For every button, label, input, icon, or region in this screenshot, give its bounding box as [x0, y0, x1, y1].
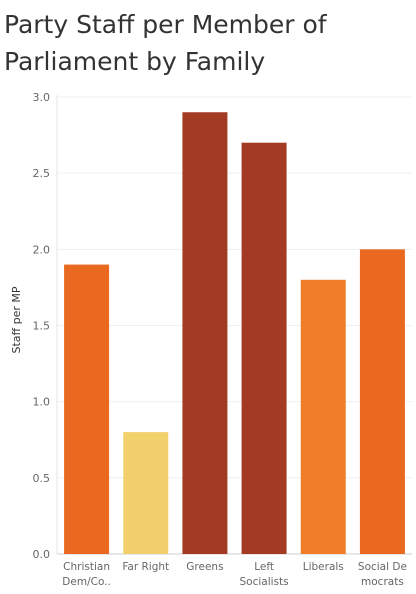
y-axis-label: Staff per MP — [10, 286, 23, 353]
y-tick-label: 1.5 — [33, 320, 51, 333]
x-tick-label: Dem/Co.. — [62, 576, 111, 588]
bar[interactable] — [182, 112, 228, 554]
y-tick-label: 2.5 — [33, 167, 51, 180]
x-tick-label: Greens — [186, 561, 223, 573]
x-tick-label: Social De — [358, 561, 407, 573]
y-tick-label: 1.0 — [33, 396, 51, 409]
x-tick-label: Christian — [63, 561, 110, 573]
bar[interactable] — [64, 264, 110, 554]
bar[interactable] — [359, 249, 405, 555]
y-tick-label: 3.0 — [33, 91, 51, 104]
chart-title: Party Staff per Member of Parliament by … — [4, 6, 412, 80]
y-tick-label: 0.0 — [33, 548, 51, 561]
bar[interactable] — [123, 432, 169, 554]
chart-title-line-1: Party Staff per Member of — [4, 10, 327, 39]
x-tick-label: Socialists — [240, 576, 289, 588]
x-tick-labels: Christian Dem/Co.. Far Right Greens Left Soci… — [62, 561, 407, 588]
x-tick-label: Far Right — [122, 561, 169, 573]
y-tick-label: 2.0 — [33, 243, 51, 256]
bar[interactable] — [300, 279, 346, 554]
bars — [64, 112, 405, 555]
grid-lines — [57, 96, 412, 479]
x-tick-label: Liberals — [303, 561, 344, 573]
x-tick-label: Left — [254, 561, 274, 573]
bar[interactable] — [241, 142, 287, 554]
x-tick-label: mocrats — [361, 576, 404, 588]
y-tick-label: 0.5 — [33, 472, 51, 485]
y-tick-labels: 0.0 0.5 1.0 1.5 2.0 2.5 3.0 — [33, 91, 51, 561]
chart-title-line-2: Parliament by Family — [4, 47, 266, 76]
